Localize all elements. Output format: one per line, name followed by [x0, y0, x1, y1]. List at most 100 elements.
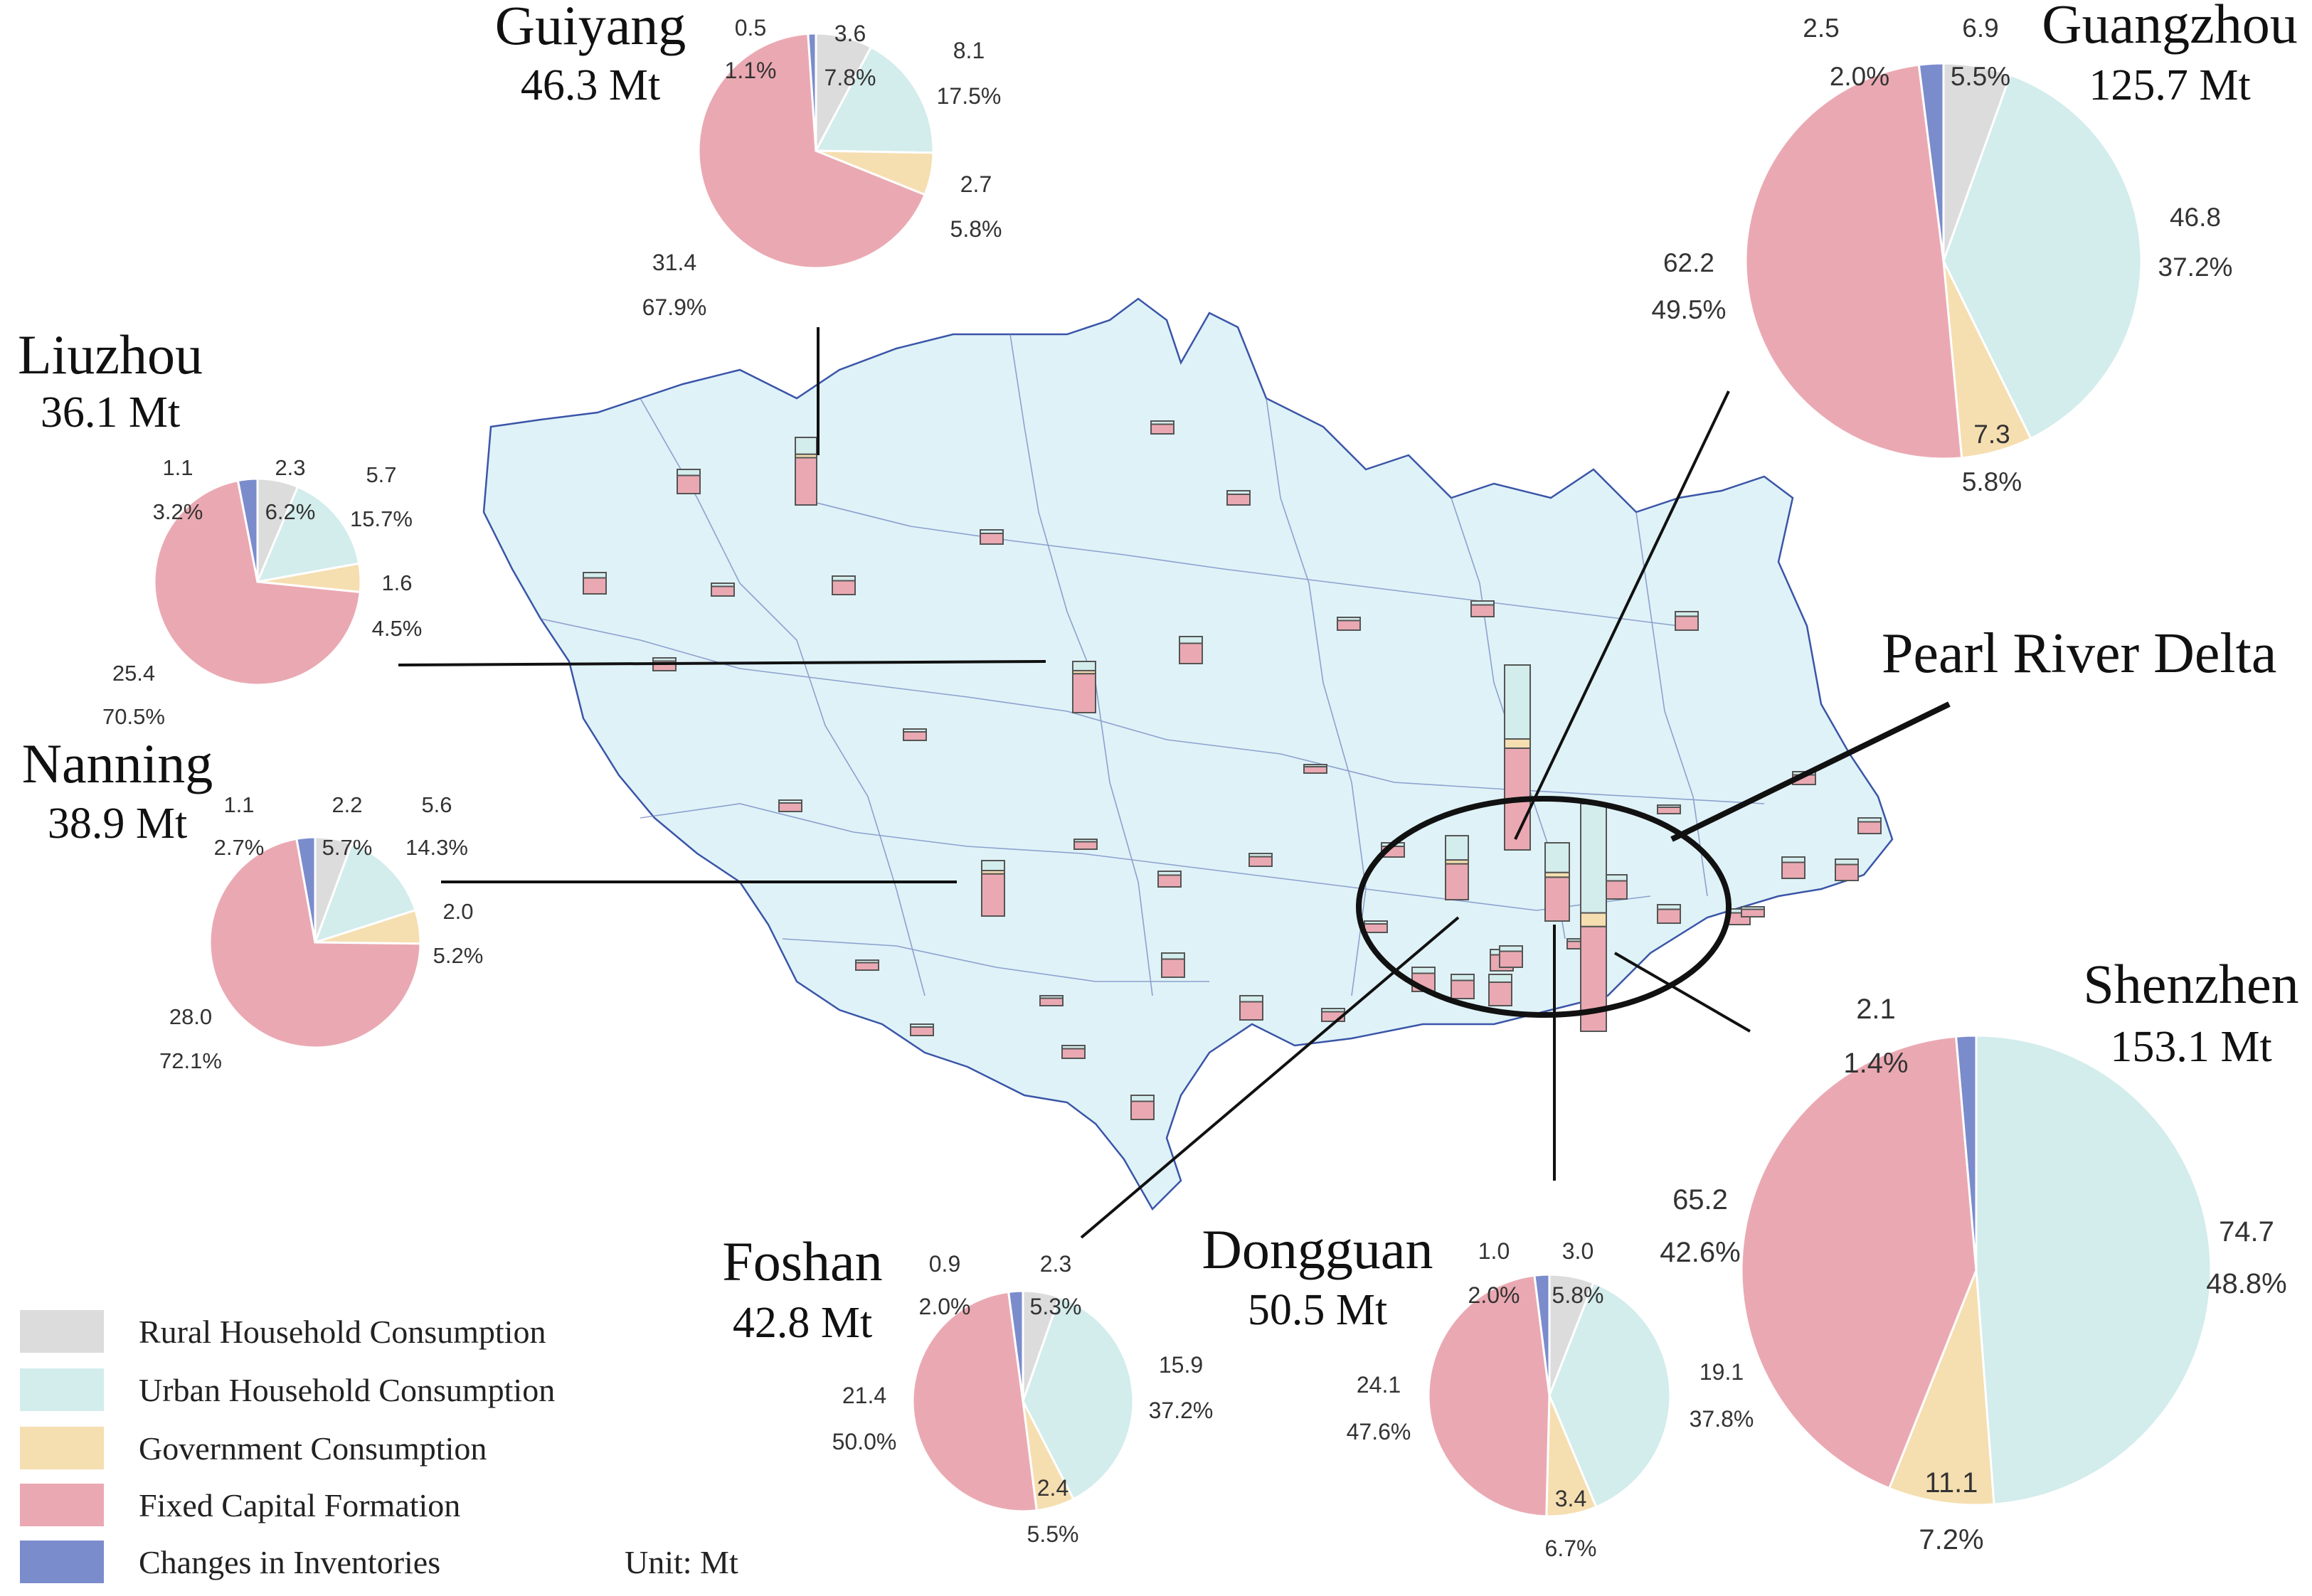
- pie-percent-label: 5.3%: [1030, 1294, 1082, 1319]
- map-bar: [1150, 420, 1174, 435]
- map-bar-segment: [1488, 974, 1512, 983]
- pie-value-label: 2.7: [960, 171, 992, 197]
- map-bar-segment: [583, 577, 607, 595]
- pie-value-label: 46.8: [2170, 203, 2221, 232]
- map-bar: [677, 469, 701, 494]
- pie-slice-fixed-capital-formation: [911, 1290, 1038, 1513]
- map-bar-segment: [980, 533, 1004, 545]
- map-bar-segment: [1488, 981, 1512, 1006]
- map-bar-segment: [677, 474, 701, 494]
- pie-value-label: 3.6: [834, 21, 866, 46]
- map-bar: [1499, 945, 1523, 968]
- pie-slice-changes-in-inventories: [807, 32, 817, 151]
- pie-value-label: 1.1: [162, 455, 193, 480]
- map-bar: [1130, 1095, 1155, 1120]
- pie-percent-label: 4.5%: [372, 616, 423, 641]
- map-bar-segment: [1544, 842, 1570, 873]
- legend-label: Urban Household Consumption: [139, 1372, 555, 1408]
- map-bar: [1657, 904, 1681, 924]
- pie-value-label: 0.9: [929, 1251, 960, 1277]
- map-bar-segment: [1445, 863, 1469, 900]
- legend-swatch: [20, 1541, 104, 1583]
- map-bar-segment: [583, 572, 607, 579]
- map-bar-segment: [1130, 1095, 1155, 1102]
- legend: Rural Household Consumption Urban Househ…: [20, 1310, 738, 1583]
- region-label: Pearl River Delta: [1882, 622, 2276, 685]
- map-bar-segment: [1130, 1100, 1155, 1120]
- pie-value-label: 24.1: [1357, 1372, 1401, 1398]
- pie-percent-label: 2.7%: [214, 835, 265, 860]
- map-bar-segment: [1073, 841, 1098, 850]
- pie-value-label: 31.4: [652, 250, 696, 275]
- pie-value-label: 7.3: [1973, 420, 2010, 449]
- map-bars: [583, 420, 1882, 1120]
- pie-value-label: 2.4: [1037, 1475, 1068, 1501]
- map-bar-segment: [1504, 664, 1531, 740]
- pie-value-label: 3.4: [1555, 1486, 1586, 1511]
- map-bar: [1161, 952, 1185, 978]
- pie-dongguan: 1.0 2.0% 3.0 5.8% 19.1 37.8% 3.4 6.7% 24.1 47.6%: [1347, 1238, 1754, 1561]
- pie-shenzhen: 2.1 1.4% 74.7 48.8% 11.1 7.2% 65.2 42.6%: [1660, 994, 2286, 1555]
- pie-percent-label: 5.8%: [950, 216, 1002, 242]
- leader-pearl-river-delta: [1670, 701, 1951, 842]
- pie-percent-label: 37.2%: [2158, 252, 2233, 282]
- map-bar-segment: [1451, 979, 1475, 999]
- pie-slice-fixed-capital-formation: [1740, 1035, 1978, 1490]
- pie-percent-label: 47.6%: [1347, 1419, 1411, 1445]
- pie-percent-label: 5.5%: [1951, 62, 2010, 91]
- pie-percent-label: 67.9%: [642, 294, 707, 320]
- map-bar-segment: [1411, 967, 1436, 974]
- map-bar: [832, 575, 856, 595]
- map-bar-segment: [1364, 923, 1388, 933]
- map-region-shape: [482, 297, 1894, 1211]
- leader-liuzhou: [398, 660, 1046, 666]
- pie-value-label: 2.3: [1040, 1251, 1071, 1277]
- map-bar-segment: [981, 873, 1005, 917]
- pie-value-label: 1.0: [1478, 1238, 1510, 1264]
- map-bar-prd: [1580, 803, 1607, 1033]
- city-name-guiyang: Guiyang: [495, 0, 686, 56]
- map-bar-segment: [1445, 835, 1469, 861]
- pie-percent-label: 5.2%: [433, 943, 484, 968]
- pie-percent-label: 72.1%: [159, 1048, 222, 1073]
- region-map: [482, 297, 1894, 1211]
- pie-percent-label: 5.5%: [1027, 1521, 1079, 1547]
- map-bar-segment: [1179, 642, 1203, 664]
- map-bar-segment: [1603, 880, 1628, 900]
- pie-percent-label: 6.2%: [265, 499, 316, 524]
- pie-percent-label: 37.2%: [1149, 1398, 1214, 1423]
- pie-value-label: 5.7: [366, 462, 396, 487]
- map-bar-segment: [1161, 958, 1185, 978]
- pie-slice-fixed-capital-formation: [1744, 63, 1963, 460]
- map-bar: [1239, 995, 1263, 1021]
- pie-slice-fixed-capital-formation: [697, 32, 926, 270]
- pie-value-label: 28.0: [169, 1004, 212, 1029]
- pie-percent-label: 6.7%: [1545, 1536, 1597, 1561]
- pie-foshan: 0.9 2.0% 2.3 5.3% 15.9 37.2% 2.4 5.5% 21.4 50.0%: [832, 1251, 1214, 1547]
- pie-percent-label: 17.5%: [937, 83, 1002, 109]
- pie-percent-label: 3.2%: [153, 499, 203, 524]
- city-total-guiyang: 46.3 Mt: [521, 61, 660, 110]
- map-bar: [1226, 490, 1251, 506]
- map-bar: [1603, 874, 1628, 900]
- pie-percent-label: 70.5%: [102, 704, 165, 729]
- legend-item: Changes in Inventories: [20, 1541, 440, 1583]
- pie-value-label: 11.1: [1925, 1467, 1978, 1499]
- leader-lines: [398, 327, 1951, 1239]
- map-bar: [1857, 817, 1882, 834]
- pie-value-label: 21.4: [842, 1383, 886, 1408]
- map-bar-segment: [981, 860, 1005, 872]
- pie-percent-label: 2.0%: [919, 1294, 971, 1319]
- pie-nanning: 1.1 2.7% 2.2 5.7% 5.6 14.3% 2.0 5.2% 28.0 72.1%: [159, 792, 483, 1073]
- pie-slice-urban-household-consumption: [1975, 1034, 2212, 1506]
- pie-value-label: 6.9: [1962, 14, 1998, 43]
- map-bar-segment: [1303, 766, 1327, 774]
- pie-slice-changes-in-inventories: [295, 836, 317, 943]
- map-bar-segment: [1657, 908, 1681, 924]
- map-bar-segment: [1039, 997, 1064, 1006]
- map-bar: [1451, 974, 1475, 999]
- pie-percent-label: 49.5%: [1652, 295, 1727, 324]
- map-bar-segment: [1835, 858, 1859, 866]
- pie-value-label: 2.3: [275, 455, 305, 480]
